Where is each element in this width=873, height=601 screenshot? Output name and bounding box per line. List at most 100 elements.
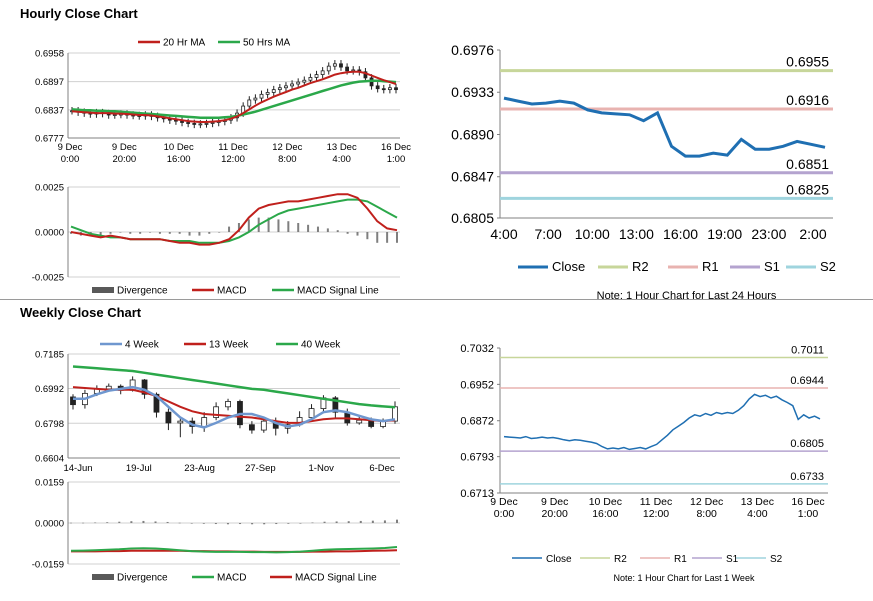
divergence-bar [149, 232, 152, 233]
x-tick-label: 0:00 [494, 508, 515, 520]
level-s1-label: 0.6805 [790, 438, 824, 450]
divergence-bar [299, 523, 302, 524]
candle-body [225, 401, 231, 408]
divergence-bar [118, 521, 121, 523]
candle-body [356, 419, 363, 424]
candle-body [332, 63, 337, 67]
legend-s2-label: S2 [770, 554, 783, 565]
x-tick-label: 16 Dec [791, 496, 824, 508]
ma20-line [71, 70, 397, 123]
divergence-bar [277, 219, 280, 232]
chart-note: Note: 1 Hour Chart for Last 24 Hours [597, 290, 777, 302]
legend-13-week-label: 13 Week [209, 340, 249, 351]
divergence-bar [326, 228, 329, 232]
divergence-bar [228, 226, 231, 232]
y-tick-label: 0.6952 [460, 379, 494, 391]
divergence-bar [336, 230, 339, 232]
y-tick-label: 0.6798 [35, 419, 64, 430]
candle-body [394, 87, 398, 91]
divergence-bar [311, 522, 314, 524]
divergence-bar [218, 232, 221, 233]
divergence-bar [190, 523, 193, 524]
y-tick-label: 0.6958 [35, 49, 64, 60]
divergence-bar [70, 522, 72, 524]
candle-body [345, 66, 349, 72]
candle-body [141, 379, 148, 395]
y-tick-label: 0.7032 [460, 343, 494, 355]
candle-body [314, 74, 319, 78]
divergence-bar [237, 223, 240, 232]
divergence-bar [346, 232, 349, 234]
x-tick-label: 2:00 [799, 226, 826, 242]
divergence-bar [166, 521, 169, 523]
candle-body [296, 81, 301, 85]
legend-r2-label: R2 [614, 554, 627, 565]
x-tick-label: 14-Jun [63, 463, 92, 474]
x-tick-label: 10 Dec [589, 496, 622, 508]
close-line [503, 96, 826, 158]
divergence-bar [226, 523, 229, 525]
legend-divergence-swatch [92, 574, 114, 580]
candle-body [277, 87, 282, 91]
legend-divergence-swatch [92, 287, 114, 293]
x-tick-label: 7:00 [535, 226, 562, 242]
divergence-bar [287, 523, 290, 524]
candle-body [105, 385, 112, 390]
divergence-bar [129, 232, 132, 234]
divergence-bar [356, 232, 359, 236]
candle-body [271, 89, 276, 93]
candle-body [326, 65, 331, 72]
divergence-bar [247, 219, 250, 232]
x-tick-label: 8:00 [278, 154, 297, 165]
legend-macd-signal-label: MACD Signal Line [295, 573, 377, 584]
x-tick-label: 16 Dec [381, 142, 411, 153]
candle-body [375, 85, 380, 90]
macd-line [70, 193, 398, 246]
divergence-bar [323, 521, 326, 523]
divergence-bar [396, 519, 398, 523]
candle-body [253, 97, 258, 101]
x-tick-label: 23:00 [751, 226, 786, 242]
divergence-bar [208, 232, 211, 234]
x-tick-label: 12 Dec [272, 142, 302, 153]
x-tick-label: 11 Dec [640, 496, 673, 508]
x-tick-label: 4:00 [490, 226, 517, 242]
candle-body [260, 420, 267, 431]
candle-body [265, 92, 270, 95]
y-tick-label: 0.6805 [451, 210, 494, 226]
x-tick-label: 23-Aug [184, 463, 215, 474]
x-tick-label: 9 Dec [58, 142, 83, 153]
x-tick-label: 27-Sep [245, 463, 276, 474]
y-tick-label: 0.6933 [451, 84, 494, 100]
candle-body [308, 408, 315, 418]
x-tick-label: 12:00 [221, 154, 245, 165]
legend-s2-label: S2 [820, 259, 836, 274]
x-tick-label: 20:00 [542, 508, 568, 520]
divergence-bar [82, 522, 85, 524]
y-tick-label: 0.0025 [35, 183, 64, 194]
y-tick-label: 0.6713 [460, 488, 494, 500]
divergence-bar [316, 226, 319, 232]
x-tick-label: 10 Dec [164, 142, 194, 153]
x-tick-label: 11 Dec [218, 142, 248, 153]
candle-body [351, 69, 356, 72]
candle-body [248, 424, 255, 431]
divergence-bar [188, 232, 191, 236]
x-tick-label: 1:00 [798, 508, 819, 520]
legend-s1-label: S1 [726, 554, 739, 565]
legend-20hr-ma-label: 20 Hr MA [163, 38, 206, 49]
x-tick-label: 6-Dec [369, 463, 395, 474]
y-tick-label: 0.6976 [451, 42, 494, 58]
candle-body [204, 123, 209, 125]
candle-body [381, 88, 386, 91]
legend-s1-label: S1 [764, 259, 780, 274]
weekly-section-title: Weekly Close Chart [20, 305, 142, 320]
candle-body [213, 406, 220, 418]
legend-macd-signal-label: MACD Signal Line [297, 286, 379, 297]
divergence-bar [99, 232, 102, 236]
divergence-bar [94, 522, 97, 524]
y-tick-label: 0.6793 [460, 452, 494, 464]
x-tick-label: 13 Dec [327, 142, 357, 153]
candle-body [201, 417, 208, 427]
